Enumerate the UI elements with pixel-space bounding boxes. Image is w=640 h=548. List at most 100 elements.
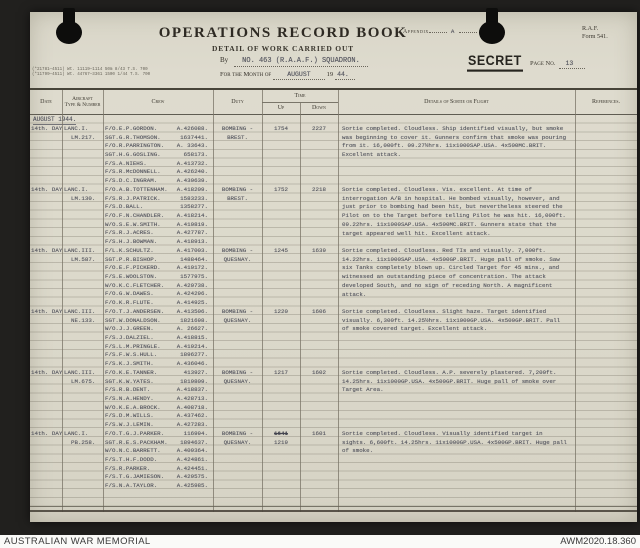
entry-details: Sortie completed. Cloudless. Visually id… (342, 430, 567, 455)
column-rule (338, 90, 339, 512)
entry-aircraft-number: LM.217. (71, 133, 96, 141)
entry-aircraft-number: PB.258. (71, 438, 96, 446)
crew-member: W/O.K.C.FLETCHER. A.420738. (103, 282, 213, 291)
entry-duty-line2: QUESNAY. (223, 377, 252, 385)
month-line: For the Month of AUGUST 19 44. (220, 71, 357, 80)
crew-member: SGT.G.R.THOMSON. 1637441. (103, 134, 213, 143)
crew-member: F/S.A.NIEHS. A.413732. (103, 160, 213, 169)
appendix-value: A (450, 28, 455, 35)
crew-member: F/O.G.W.DAWES. A.424296. (103, 290, 213, 299)
crew-member: F/O.K.E.TANNER. 413927. (103, 369, 213, 378)
col-header-aircraft: Aircraft Type & Number (62, 90, 103, 114)
entry-duty-line1: BOMBING - (221, 369, 254, 376)
form-reference-line1: R.A.F. (582, 25, 599, 32)
month-label: For the Month of (220, 71, 272, 78)
squadron-line: By NO. 463 (R.A.A.F.) SQUADRON. (220, 56, 368, 67)
crew-member-name: SGT.R.E.S.PACKHAM. (105, 438, 168, 446)
crew-member-service-number: A.424861. (176, 456, 208, 464)
squadron-value: NO. 463 (R.A.A.F.) SQUADRON. (234, 57, 368, 67)
record-book-page: OPERATIONS RECORD BOOK DETAIL OF WORK CA… (30, 8, 637, 522)
entry-aircraft-type: LANC.III. (64, 369, 96, 376)
sortie-entry: 14th. DAY. LANC.I. PB.258. F/O.T.G.J.PAR… (30, 430, 637, 491)
crew-member: W/O.S.E.W.SMITH. A.410819. (103, 221, 213, 230)
entry-time-up-value: 1754 (274, 125, 288, 132)
crew-member-name: F/S.J.DALZIEL. (105, 334, 154, 342)
col-header-aircraft-line1: Aircraft (72, 95, 93, 102)
form-reference: R.A.F. Form 541. (582, 25, 608, 40)
entry-time-up: 1752 (262, 186, 300, 247)
crew-member: F/S.D.BALL. 1358277. (103, 203, 213, 212)
crew-member-name: W/O.K.E.A.BROCK. (105, 403, 161, 411)
crew-member-name: SGT.W.DONALDSON. (105, 316, 161, 324)
entry-duty-line2: BREST. (227, 194, 248, 202)
entry-duty-line1: BOMBING - (221, 430, 254, 437)
crew-member: F/S.R.B.DENT. A.418837. (103, 386, 213, 395)
table-entries: 14th. DAY. LANC.I. LM.217. F/O.E.P.GORDO… (30, 125, 637, 491)
entry-aircraft-number: NE.133. (71, 316, 96, 324)
entry-crew-list: F/O.T.G.J.PARKER. 116994. SGT.R.E.S.PACKHA… (103, 430, 213, 491)
crew-member-name: W/O.N.C.BARRETT. (105, 447, 161, 455)
appendix-leader (458, 32, 477, 33)
entry-aircraft: LANC.III. LM.675. (62, 369, 103, 430)
crew-member-name: SGT.K.W.YATES. (105, 377, 154, 385)
entry-duty-line1: BOMBING - (221, 125, 254, 132)
crew-member: F/S.W.J.LEMIN. A.427283. (103, 421, 213, 430)
sortie-entry: 14th. DAY. LANC.III. LM.587. F/L.K.SCHUL… (30, 247, 637, 308)
crew-member: F/S.R.McDONNELL. A.426240. (103, 168, 213, 177)
crew-member: F/S.R.PARKER. A.424451. (103, 465, 213, 474)
crew-member-name: F/S.N.A.HENDY. (105, 395, 154, 403)
crew-member-name: F/S.N.A.TAYLOR. (105, 482, 158, 490)
crew-member: F/O.K.R.FLUTE. A.414925. (103, 299, 213, 308)
crew-member-service-number: A.418214. (176, 212, 208, 220)
crew-member-name: F/S.R.J.ACRES. (105, 229, 154, 237)
crew-member-service-number: A.425985. (176, 482, 208, 490)
crew-member: F/S.J.DALZIEL. A.418815. (103, 334, 213, 343)
entry-details: Sortie completed. Cloudless. Vis. excell… (342, 186, 566, 237)
crew-member-service-number: A.437462. (176, 412, 208, 420)
crew-member-service-number: A.417003. (176, 247, 208, 254)
crew-member-name: W/O.K.C.FLETCHER. (105, 281, 165, 289)
entry-crew-list: F/O.E.P.GORDON. A.426088. SGT.G.R.THOMSON.… (103, 125, 213, 186)
crew-member-service-number: 1358277. (180, 203, 208, 211)
crew-member-service-number: 1583233. (180, 194, 208, 202)
col-header-aircraft-line2: Type & Number (64, 102, 101, 108)
crew-member-service-number: 1819809. (180, 377, 208, 385)
column-rule (103, 90, 104, 512)
crew-member-name: W/O.J.J.GREEN. (105, 325, 154, 333)
entry-time-up: 1220 (262, 308, 300, 369)
sortie-entry: 14th. DAY. LANC.III. NE.133. F/O.T.J.AND… (30, 308, 637, 369)
crew-member: F/S.L.M.PRINGLE. A.419214. (103, 343, 213, 352)
crew-member-name: F/S.F.W.S.HULL. (105, 351, 158, 359)
entry-duty: BOMBING - QUESNAY. (213, 247, 262, 308)
crew-member-name: F/S.R.PARKER. (105, 464, 151, 472)
crew-member: F/S.K.J.SMITH. A.436046. (103, 360, 213, 369)
entry-aircraft-number: LM.675. (71, 377, 96, 385)
crew-member-service-number: 1894637. (180, 438, 208, 446)
printer-imprint: (*21781—4511) Wt. 11119—1114 50m 8/43 T.… (32, 68, 150, 78)
crew-member-service-number: 658173. (183, 151, 208, 159)
entry-date: 14th. DAY. (31, 308, 62, 315)
crew-member: SGT.P.R.BISHOP. 1488464. (103, 256, 213, 265)
column-rule (262, 90, 263, 512)
crew-member: W/O.J.J.GREEN. A. 26627. (103, 325, 213, 334)
crew-member-service-number: A.414925. (176, 299, 208, 307)
entry-duty: BOMBING - QUESNAY. (213, 369, 262, 430)
entry-time-down: 1601 (312, 430, 326, 437)
crew-member: F/S.D.M.WILLS. A.437462. (103, 412, 213, 421)
crew-member-service-number: A. 26627. (176, 325, 208, 333)
crew-member-service-number: 1577975. (180, 273, 208, 281)
appendix-leader (428, 32, 447, 33)
crew-member-service-number: A.429575. (176, 473, 208, 481)
col-header-details: Details of Sortie or Flight (424, 98, 489, 105)
entry-time-up-struck: 1641 (274, 430, 288, 437)
entry-duty: BOMBING - QUESNAY. (213, 430, 262, 491)
entry-details: Sortie completed. Cloudless. Red TIs and… (342, 247, 560, 298)
form-reference-line2: Form 541. (582, 32, 608, 40)
entry-time-down: 1639 (312, 247, 326, 254)
crew-member-name: F/O.T.J.ANDERSEN. (105, 308, 165, 315)
col-header-time-label: Time (262, 90, 338, 103)
entry-duty: BOMBING - BREST. (213, 125, 262, 186)
col-header-duty: Duty (231, 98, 244, 105)
entry-aircraft-type: LANC.III. (64, 308, 96, 315)
column-rule (300, 103, 301, 512)
